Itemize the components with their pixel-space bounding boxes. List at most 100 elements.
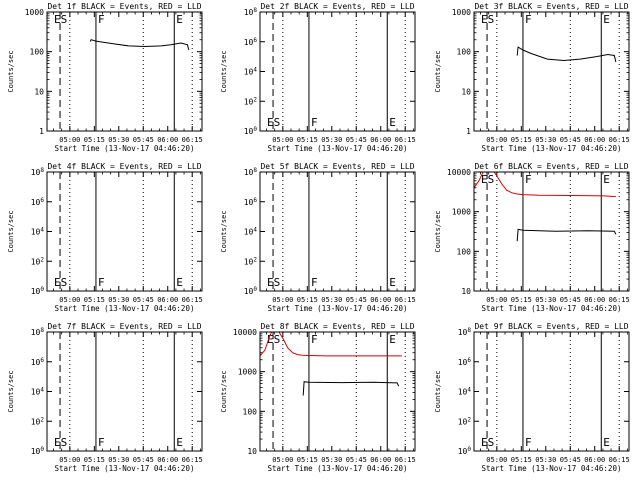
y-tick-label: 10	[461, 287, 471, 296]
chart-title: Det 5f BLACK = Events, RED = LLD	[260, 162, 414, 171]
marker-label-es: ES	[54, 276, 67, 289]
chart-title: Det 6f BLACK = Events, RED = LLD	[474, 162, 628, 171]
y-axis-label: Counts/sec	[7, 210, 15, 252]
series-line-lld	[260, 332, 402, 357]
y-axis-label: Counts/sec	[220, 50, 228, 92]
x-tick-label: 05:00	[59, 456, 80, 464]
marker-label-es: ES	[54, 13, 67, 26]
x-tick-label: 06:00	[584, 136, 605, 144]
x-tick-label: 05:45	[346, 456, 367, 464]
chart-panel-2: Det 2f BLACK = Events, RED = LLD Counts/s…	[220, 2, 416, 153]
plot-frame	[259, 331, 416, 452]
y-tick-label: 1	[466, 127, 471, 136]
plot-frame	[46, 11, 203, 132]
x-tick-label: 06:15	[609, 136, 630, 144]
y-tick-label: 104	[458, 387, 472, 397]
x-tick-label: 05:00	[272, 136, 293, 144]
marker-label-f: F	[311, 276, 318, 289]
x-tick-label: 05:15	[511, 136, 532, 144]
y-tick-label: 100	[30, 48, 45, 57]
x-tick-label: 06:15	[395, 296, 416, 304]
y-tick-label: 10	[247, 447, 257, 456]
x-tick-label: 05:45	[133, 456, 154, 464]
marker-label-es: ES	[267, 116, 280, 129]
y-axis-label: Counts/sec	[7, 370, 15, 412]
y-tick-label: 104	[244, 227, 258, 237]
plot-frame	[473, 171, 630, 292]
chart-title: Det 3f BLACK = Events, RED = LLD	[474, 2, 628, 11]
plot-frame	[46, 171, 203, 292]
plot-frame	[259, 171, 416, 292]
y-tick-label: 104	[244, 67, 258, 77]
y-tick-label: 102	[458, 416, 472, 426]
marker-label-e: E	[389, 333, 396, 346]
x-tick-label: 06:15	[182, 136, 203, 144]
x-tick-label: 06:00	[157, 136, 178, 144]
y-tick-label: 10	[461, 87, 471, 96]
x-tick-label: 05:45	[560, 456, 581, 464]
x-axis-label: Start Time (13-Nov-17 04:46:20)	[482, 144, 622, 153]
chart-title: Det 8f BLACK = Events, RED = LLD	[260, 322, 414, 331]
marker-label-e: E	[603, 436, 610, 449]
y-axis-label: Counts/sec	[220, 210, 228, 252]
y-tick-label: 104	[31, 227, 45, 237]
marker-label-f: F	[525, 173, 532, 186]
x-tick-label: 05:00	[486, 456, 507, 464]
series-line-events	[302, 381, 400, 396]
y-tick-label: 1000	[452, 208, 471, 217]
x-tick-label: 05:30	[535, 296, 556, 304]
plot-frame	[259, 11, 416, 132]
x-tick-label: 05:30	[535, 136, 556, 144]
x-tick-label: 05:00	[272, 296, 293, 304]
marker-label-es: ES	[54, 436, 67, 449]
x-tick-label: 05:00	[272, 456, 293, 464]
x-tick-label: 05:30	[108, 136, 129, 144]
marker-label-f: F	[311, 116, 318, 129]
y-tick-label: 108	[31, 327, 45, 337]
y-tick-label: 100	[31, 446, 45, 456]
plot-frame	[473, 11, 630, 132]
marker-label-es: ES	[481, 436, 494, 449]
y-axis-label: Counts/sec	[434, 210, 442, 252]
series-line-lld	[474, 172, 616, 198]
y-tick-label: 100	[244, 286, 258, 296]
x-tick-label: 06:00	[370, 136, 391, 144]
x-tick-label: 06:00	[584, 456, 605, 464]
y-tick-label: 1	[39, 127, 44, 136]
marker-label-e: E	[389, 116, 396, 129]
x-tick-label: 06:15	[182, 456, 203, 464]
x-tick-label: 06:15	[395, 136, 416, 144]
marker-label-e: E	[176, 436, 183, 449]
x-axis-label: Start Time (13-Nov-17 04:46:20)	[482, 464, 622, 473]
series-line-events	[516, 46, 617, 63]
x-tick-label: 05:45	[133, 136, 154, 144]
x-tick-label: 06:00	[157, 456, 178, 464]
chart-title: Det 7f BLACK = Events, RED = LLD	[47, 322, 201, 331]
y-tick-label: 102	[244, 96, 258, 106]
y-tick-label: 102	[244, 256, 258, 266]
y-tick-label: 10000	[447, 168, 471, 177]
chart-panel-4: Det 4f BLACK = Events, RED = LLD Counts/s…	[7, 162, 203, 313]
x-tick-label: 05:00	[486, 136, 507, 144]
x-tick-label: 06:00	[157, 296, 178, 304]
x-tick-label: 05:45	[346, 136, 367, 144]
y-axis-label: Counts/sec	[434, 50, 442, 92]
x-tick-label: 05:30	[321, 136, 342, 144]
chart-panel-3: Det 3f BLACK = Events, RED = LLD Counts/s…	[434, 2, 630, 153]
y-axis-label: Counts/sec	[434, 370, 442, 412]
x-tick-label: 05:30	[321, 296, 342, 304]
x-axis-label: Start Time (13-Nov-17 04:46:20)	[268, 464, 408, 473]
marker-label-es: ES	[481, 173, 494, 186]
y-tick-label: 104	[31, 387, 45, 397]
x-tick-label: 05:15	[84, 296, 105, 304]
y-tick-label: 100	[457, 48, 472, 57]
y-tick-label: 108	[458, 327, 472, 337]
marker-label-es: ES	[267, 333, 280, 346]
y-tick-label: 106	[244, 197, 258, 207]
y-tick-label: 100	[457, 247, 472, 256]
y-tick-label: 106	[31, 197, 45, 207]
x-axis-label: Start Time (13-Nov-17 04:46:20)	[268, 144, 408, 153]
x-tick-label: 05:45	[133, 296, 154, 304]
x-axis-label: Start Time (13-Nov-17 04:46:20)	[55, 304, 195, 313]
plot-frame	[473, 331, 630, 452]
